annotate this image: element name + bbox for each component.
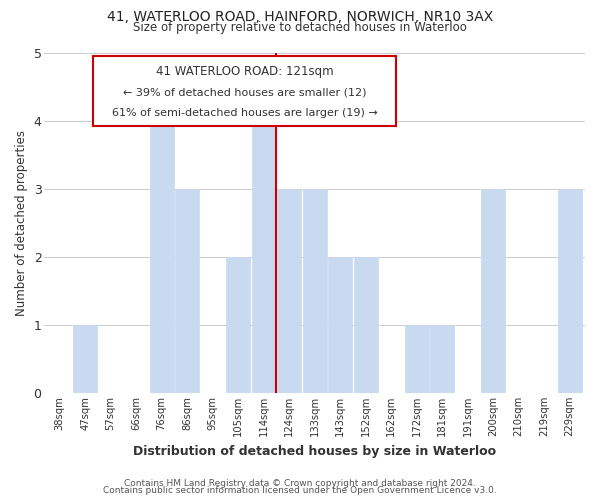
- X-axis label: Distribution of detached houses by size in Waterloo: Distribution of detached houses by size …: [133, 444, 496, 458]
- Text: Size of property relative to detached houses in Waterloo: Size of property relative to detached ho…: [133, 22, 467, 35]
- Bar: [404, 325, 429, 393]
- Bar: [328, 257, 352, 393]
- Bar: [149, 120, 174, 393]
- Text: 41 WATERLOO ROAD: 121sqm: 41 WATERLOO ROAD: 121sqm: [156, 65, 334, 78]
- Bar: [226, 257, 250, 393]
- Text: Contains HM Land Registry data © Crown copyright and database right 2024.: Contains HM Land Registry data © Crown c…: [124, 478, 476, 488]
- Bar: [302, 188, 327, 393]
- Text: 41, WATERLOO ROAD, HAINFORD, NORWICH, NR10 3AX: 41, WATERLOO ROAD, HAINFORD, NORWICH, NR…: [107, 10, 493, 24]
- Text: ← 39% of detached houses are smaller (12): ← 39% of detached houses are smaller (12…: [123, 88, 366, 98]
- Bar: [430, 325, 454, 393]
- Bar: [481, 188, 505, 393]
- Text: 61% of semi-detached houses are larger (19) →: 61% of semi-detached houses are larger (…: [112, 108, 377, 118]
- Bar: [277, 188, 301, 393]
- Bar: [93, 56, 396, 126]
- Bar: [557, 188, 582, 393]
- Text: Contains public sector information licensed under the Open Government Licence v3: Contains public sector information licen…: [103, 486, 497, 495]
- Bar: [175, 188, 199, 393]
- Y-axis label: Number of detached properties: Number of detached properties: [15, 130, 28, 316]
- Bar: [353, 257, 378, 393]
- Bar: [251, 120, 276, 393]
- Bar: [73, 325, 97, 393]
